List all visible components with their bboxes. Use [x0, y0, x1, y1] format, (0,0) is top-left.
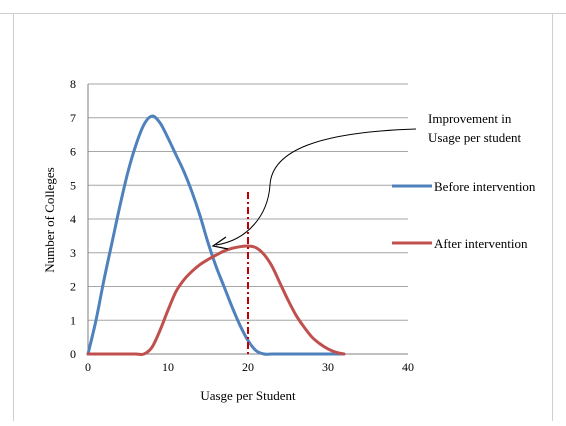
y-tick-label-4: 4 — [70, 212, 76, 226]
y-tick-labels: 0 1 2 3 4 5 6 7 8 — [70, 77, 76, 361]
annotation: Improvement in Usage per student — [211, 111, 522, 250]
y-tick-label-5: 5 — [70, 178, 76, 192]
legend-label-after: After intervention — [434, 236, 528, 251]
annotation-text-line1: Improvement in — [428, 111, 512, 126]
y-axis-label: Number of Colleges — [42, 167, 57, 272]
x-tick-label-20: 20 — [242, 360, 254, 374]
y-tick-label-3: 3 — [70, 246, 76, 260]
legend-label-before: Before intervention — [434, 179, 536, 194]
x-tick-label-10: 10 — [162, 360, 174, 374]
x-tick-label-0: 0 — [85, 360, 91, 374]
x-axis-label: Uasge per Student — [200, 388, 296, 403]
annotation-text-line2: Usage per student — [428, 130, 522, 145]
y-tick-label-8: 8 — [70, 77, 76, 91]
y-tick-label-6: 6 — [70, 145, 76, 159]
series-line-before-intervention — [86, 114, 346, 356]
legend: Before intervention After intervention — [392, 179, 536, 251]
y-tick-label-0: 0 — [70, 347, 76, 361]
x-tick-labels: 0 10 20 30 40 — [85, 360, 414, 374]
annotation-arrowhead-icon — [211, 236, 229, 250]
annotation-arrow — [215, 128, 417, 246]
y-tick-label-2: 2 — [70, 280, 76, 294]
series-line-after-intervention — [86, 244, 346, 356]
y-tick-label-1: 1 — [70, 313, 76, 327]
x-tick-label-40: 40 — [402, 360, 414, 374]
y-tick-label-7: 7 — [70, 111, 76, 125]
x-tick-label-30: 30 — [322, 360, 334, 374]
